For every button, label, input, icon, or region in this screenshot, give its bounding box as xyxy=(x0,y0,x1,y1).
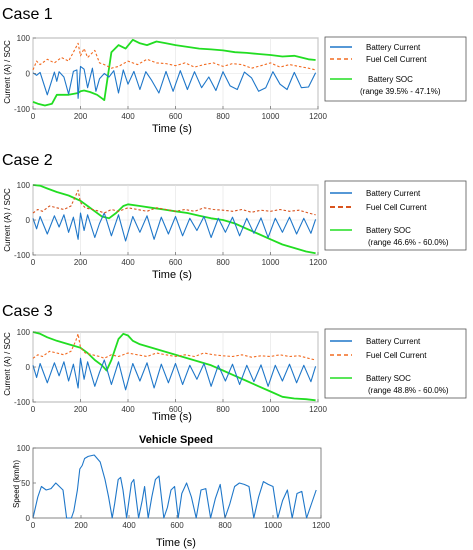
x-tick-label: 200 xyxy=(74,521,88,530)
y-tick-label: -100 xyxy=(14,398,31,407)
vehicle-speed-chart: Vehicle Speed 0 200 400 600 800 1000 1200 0 50 10… xyxy=(12,434,330,549)
legend-battery-current: Battery Current xyxy=(366,43,421,52)
case-3-ylabel: Current (A) / SOC xyxy=(3,332,12,396)
series-fuel-cell-current xyxy=(32,42,316,71)
legend-fuel-cell-current: Fuel Cell Current xyxy=(366,55,427,64)
y-tick-label: 0 xyxy=(26,514,31,523)
y-tick-label: 100 xyxy=(17,181,31,190)
legend-battery-current: Battery Current xyxy=(366,189,421,198)
case-1-legend: Battery Current Fuel Cell Current Batter… xyxy=(324,36,467,102)
case-3-xlabel: Time (s) xyxy=(152,411,192,423)
y-tick-label: -100 xyxy=(14,251,31,260)
y-tick-label: 0 xyxy=(26,363,31,372)
series-battery-current xyxy=(32,65,317,99)
legend-soc-range: (range 48.8% - 60.0%) xyxy=(368,386,449,395)
series-vehicle-speed xyxy=(32,454,317,519)
x-tick-label: 800 xyxy=(216,405,230,414)
case-1-xlabel: Time (s) xyxy=(152,123,192,135)
series-fuel-cell-current xyxy=(32,189,316,216)
x-tick-label: 200 xyxy=(74,405,88,414)
x-tick-label: 0 xyxy=(31,521,36,530)
series-battery-current xyxy=(32,212,317,242)
series-fuel-cell-current xyxy=(32,333,316,361)
x-tick-label: 600 xyxy=(169,112,183,121)
x-tick-label: 600 xyxy=(170,521,184,530)
y-tick-label: 0 xyxy=(26,70,31,79)
x-tick-label: 400 xyxy=(121,405,135,414)
x-tick-label: 400 xyxy=(121,112,135,121)
legend-battery-soc: Battery SOC xyxy=(368,75,413,84)
y-tick-label: 0 xyxy=(26,216,31,225)
x-tick-label: 1200 xyxy=(312,521,330,530)
x-tick-label: 600 xyxy=(169,405,183,414)
case-3-legend: Battery Current Fuel Cell Current Batter… xyxy=(324,328,467,399)
x-tick-label: 400 xyxy=(121,258,135,267)
legend-soc-range: (range 46.6% - 60.0%) xyxy=(368,238,449,247)
legend-battery-soc: Battery SOC xyxy=(366,374,411,383)
legend-battery-soc: Battery SOC xyxy=(366,226,411,235)
y-tick-label: 100 xyxy=(17,34,31,43)
x-tick-label: 0 xyxy=(31,258,36,267)
x-tick-label: 0 xyxy=(31,405,36,414)
y-tick-label: 100 xyxy=(17,444,31,453)
x-tick-label: 800 xyxy=(216,112,230,121)
legend-fuel-cell-current: Fuel Cell Current xyxy=(366,203,427,212)
vehicle-speed-xlabel: Time (s) xyxy=(156,537,196,549)
case-2-xlabel: Time (s) xyxy=(152,269,192,281)
case-1-ylabel: Current (A) / SOC xyxy=(3,40,12,104)
case-2-title: Case 2 xyxy=(2,152,53,169)
x-tick-label: 1200 xyxy=(309,405,327,414)
legend-fuel-cell-current: Fuel Cell Current xyxy=(366,351,427,360)
x-tick-label: 200 xyxy=(74,258,88,267)
x-tick-label: 800 xyxy=(216,258,230,267)
series-battery-soc xyxy=(32,184,316,255)
x-tick-label: 1200 xyxy=(309,112,327,121)
x-tick-label: 1200 xyxy=(309,258,327,267)
case-1-title: Case 1 xyxy=(2,6,53,23)
series-battery-soc xyxy=(32,38,316,107)
legend-soc-range: (range 39.5% - 47.1%) xyxy=(360,87,441,96)
x-tick-label: 1000 xyxy=(264,521,282,530)
case-2-ylabel: Current (A) / SOC xyxy=(3,188,12,252)
y-tick-label: 100 xyxy=(17,328,31,337)
x-tick-label: 800 xyxy=(218,521,232,530)
x-tick-label: 200 xyxy=(74,112,88,121)
series-battery-current xyxy=(32,357,317,391)
vehicle-speed-ylabel: Speed (km/h) xyxy=(12,460,21,508)
y-tick-label: -100 xyxy=(14,105,31,114)
case-2-legend: Battery Current Fuel Cell Current Batter… xyxy=(324,180,467,251)
legend-battery-current: Battery Current xyxy=(366,337,421,346)
x-tick-label: 0 xyxy=(31,112,36,121)
x-tick-label: 400 xyxy=(122,521,136,530)
y-tick-label: 50 xyxy=(21,479,30,488)
x-tick-label: 1000 xyxy=(262,112,280,121)
x-tick-label: 600 xyxy=(169,258,183,267)
x-tick-label: 1000 xyxy=(262,258,280,267)
x-tick-label: 1000 xyxy=(262,405,280,414)
series-battery-soc xyxy=(32,331,316,402)
case-3-title: Case 3 xyxy=(2,303,53,320)
vehicle-speed-title: Vehicle Speed xyxy=(139,434,213,446)
